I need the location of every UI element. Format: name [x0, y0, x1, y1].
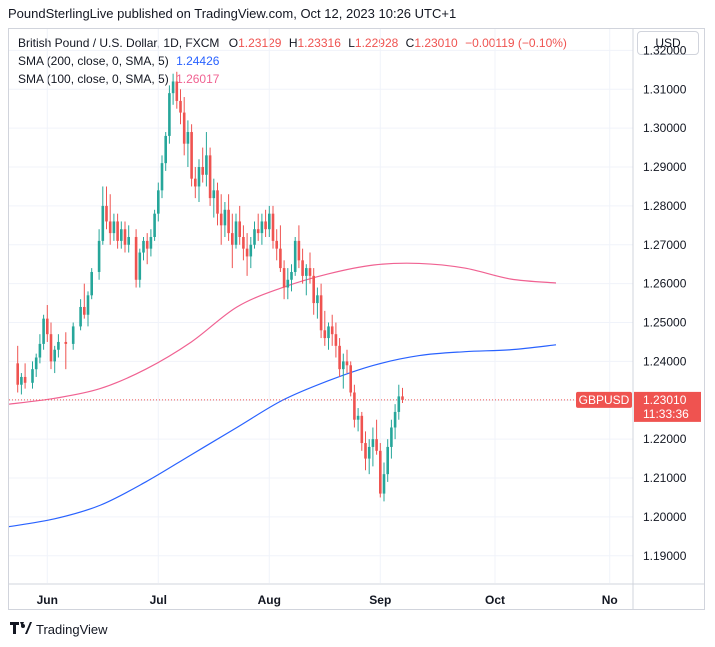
- close-value: 1.23010: [414, 36, 458, 50]
- open-label: O: [228, 36, 239, 50]
- low-label: L: [348, 36, 355, 50]
- currency-button[interactable]: USD: [637, 31, 699, 55]
- sma200-label: SMA (200, close, 0, SMA, 5): [18, 54, 169, 68]
- high-value: 1.23316: [297, 36, 341, 50]
- tradingview-logo-icon: [10, 622, 32, 637]
- close-label: C: [405, 36, 415, 50]
- sma100-value: 1.26017: [176, 72, 220, 86]
- publish-header: PoundSterlingLive published on TradingVi…: [8, 6, 457, 21]
- sma100-label: SMA (100, close, 0, SMA, 5): [18, 72, 169, 86]
- low-value: 1.22928: [354, 36, 399, 50]
- footer-brand-text: TradingView: [36, 622, 108, 637]
- footer-brand[interactable]: TradingView: [10, 622, 108, 637]
- sma200-value: 1.24426: [176, 54, 220, 68]
- change-value: −0.00119 (−0.10%): [465, 36, 567, 50]
- high-label: H: [288, 36, 298, 50]
- symbol-name: British Pound / U.S. Dollar, 1D, FXCM: [18, 36, 220, 50]
- open-value: 1.23129: [238, 36, 282, 50]
- legend-sma100[interactable]: SMA (100, close, 0, SMA, 5) 1.26017: [18, 72, 219, 86]
- chart-frame: [8, 28, 705, 610]
- legend-sma200[interactable]: SMA (200, close, 0, SMA, 5) 1.24426: [18, 54, 219, 68]
- legend-main: British Pound / U.S. Dollar, 1D, FXCM O1…: [18, 36, 567, 50]
